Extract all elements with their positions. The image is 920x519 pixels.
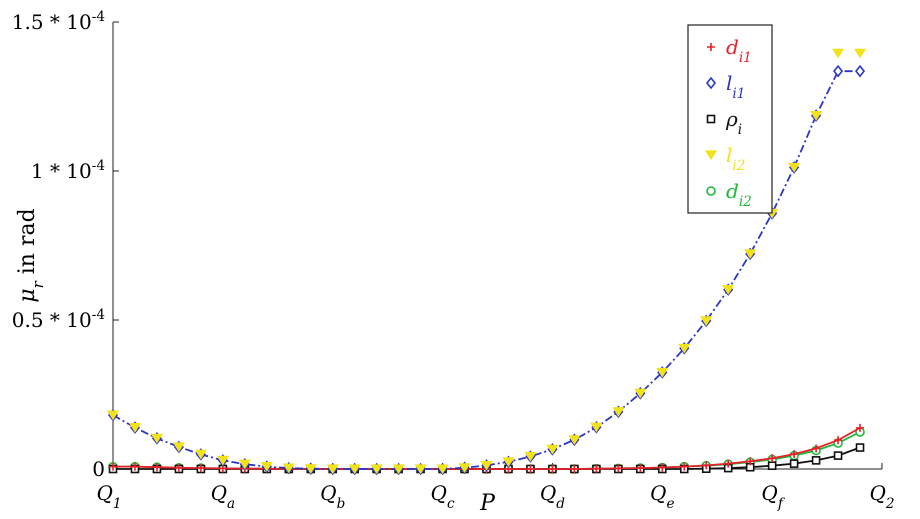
legend-label: li1 bbox=[726, 71, 745, 102]
data-point bbox=[768, 454, 777, 463]
data-point bbox=[106, 410, 120, 421]
data-point bbox=[636, 464, 645, 473]
data-point bbox=[590, 422, 603, 433]
y-tick-label: 1 * 10-4 bbox=[31, 158, 105, 183]
x-tick-label: Qd bbox=[540, 481, 565, 512]
legend-marker bbox=[705, 76, 717, 90]
data-point bbox=[724, 459, 733, 468]
data-point bbox=[128, 422, 142, 433]
data-point bbox=[260, 462, 273, 472]
series-3 bbox=[106, 48, 867, 475]
data-point bbox=[194, 449, 207, 460]
y-axis-label: μr in rad bbox=[15, 208, 47, 302]
data-point bbox=[680, 462, 689, 471]
data-point bbox=[744, 249, 757, 259]
x-tick-label: Qe bbox=[650, 481, 674, 512]
x-tick-label: Q1 bbox=[96, 481, 121, 512]
data-point bbox=[658, 463, 667, 472]
legend-marker bbox=[706, 186, 716, 196]
data-point bbox=[238, 459, 251, 470]
data-point bbox=[130, 462, 139, 471]
data-point bbox=[811, 456, 821, 465]
data-point bbox=[788, 162, 801, 173]
data-point bbox=[831, 48, 845, 59]
legend-label: ρi bbox=[725, 107, 742, 138]
legend-label: di1 bbox=[726, 35, 752, 66]
data-point bbox=[789, 459, 799, 468]
x-tick-label: Qf bbox=[761, 481, 785, 512]
data-point bbox=[856, 423, 865, 432]
data-point bbox=[526, 465, 535, 473]
data-point bbox=[855, 64, 866, 78]
data-point bbox=[833, 451, 843, 460]
y-tick-label: 1.5 * 10-4 bbox=[12, 9, 105, 34]
data-point bbox=[392, 464, 405, 475]
data-point bbox=[282, 463, 295, 474]
data-point bbox=[767, 461, 777, 471]
data-point bbox=[722, 285, 735, 295]
data-point bbox=[634, 388, 647, 399]
legend-label: di2 bbox=[726, 179, 752, 210]
data-point bbox=[502, 457, 515, 467]
data-point bbox=[810, 110, 823, 121]
series-layer bbox=[106, 48, 867, 476]
data-point bbox=[656, 367, 669, 378]
data-point bbox=[109, 462, 117, 471]
x-tick-label: Qa bbox=[211, 481, 236, 512]
data-point bbox=[414, 464, 427, 475]
x-tick-label: Qb bbox=[320, 481, 345, 512]
data-point bbox=[853, 48, 867, 59]
legend-marker bbox=[704, 150, 718, 161]
data-point bbox=[196, 464, 205, 473]
data-point bbox=[216, 455, 229, 466]
y-tick-label: 0 bbox=[92, 457, 105, 481]
data-point bbox=[174, 463, 183, 472]
data-point bbox=[172, 442, 185, 453]
data-point bbox=[834, 436, 843, 445]
data-point bbox=[592, 464, 601, 473]
data-point bbox=[700, 316, 713, 327]
data-point bbox=[790, 450, 799, 459]
data-point bbox=[612, 407, 625, 417]
data-point bbox=[702, 461, 711, 470]
legend-marker bbox=[706, 114, 716, 124]
data-point bbox=[304, 464, 317, 474]
data-point bbox=[546, 444, 559, 455]
x-tick-label: Qc bbox=[431, 481, 455, 512]
data-point bbox=[150, 433, 164, 444]
series-line bbox=[112, 70, 860, 470]
data-point bbox=[326, 464, 339, 475]
data-point bbox=[524, 451, 537, 462]
data-point bbox=[855, 443, 865, 452]
data-point bbox=[370, 464, 383, 475]
data-point bbox=[458, 463, 471, 473]
legend-box bbox=[687, 24, 773, 214]
data-point bbox=[480, 460, 493, 471]
data-point bbox=[436, 464, 449, 475]
legend-marker bbox=[707, 43, 715, 51]
data-point bbox=[152, 463, 161, 472]
data-point bbox=[812, 444, 821, 453]
legend: di1 li1 ρi li2 di2 bbox=[687, 24, 773, 214]
axes: Q1 Qa Qb Qc Qd Qe Qf Q2 0 0.5 * 10-4 1 * 10-4 1.5 *… bbox=[12, 9, 895, 516]
x-tick-label: Q2 bbox=[869, 481, 894, 512]
data-point bbox=[348, 464, 361, 475]
data-point bbox=[570, 465, 579, 473]
data-point bbox=[833, 64, 844, 78]
x-axis-label: P bbox=[479, 491, 496, 516]
y-tick-label: 0.5 * 10-4 bbox=[12, 307, 105, 332]
data-point bbox=[568, 435, 581, 445]
data-point bbox=[548, 465, 557, 473]
data-point bbox=[678, 343, 691, 354]
data-point bbox=[746, 457, 755, 466]
legend-label: li2 bbox=[726, 143, 745, 174]
data-point bbox=[614, 464, 623, 473]
